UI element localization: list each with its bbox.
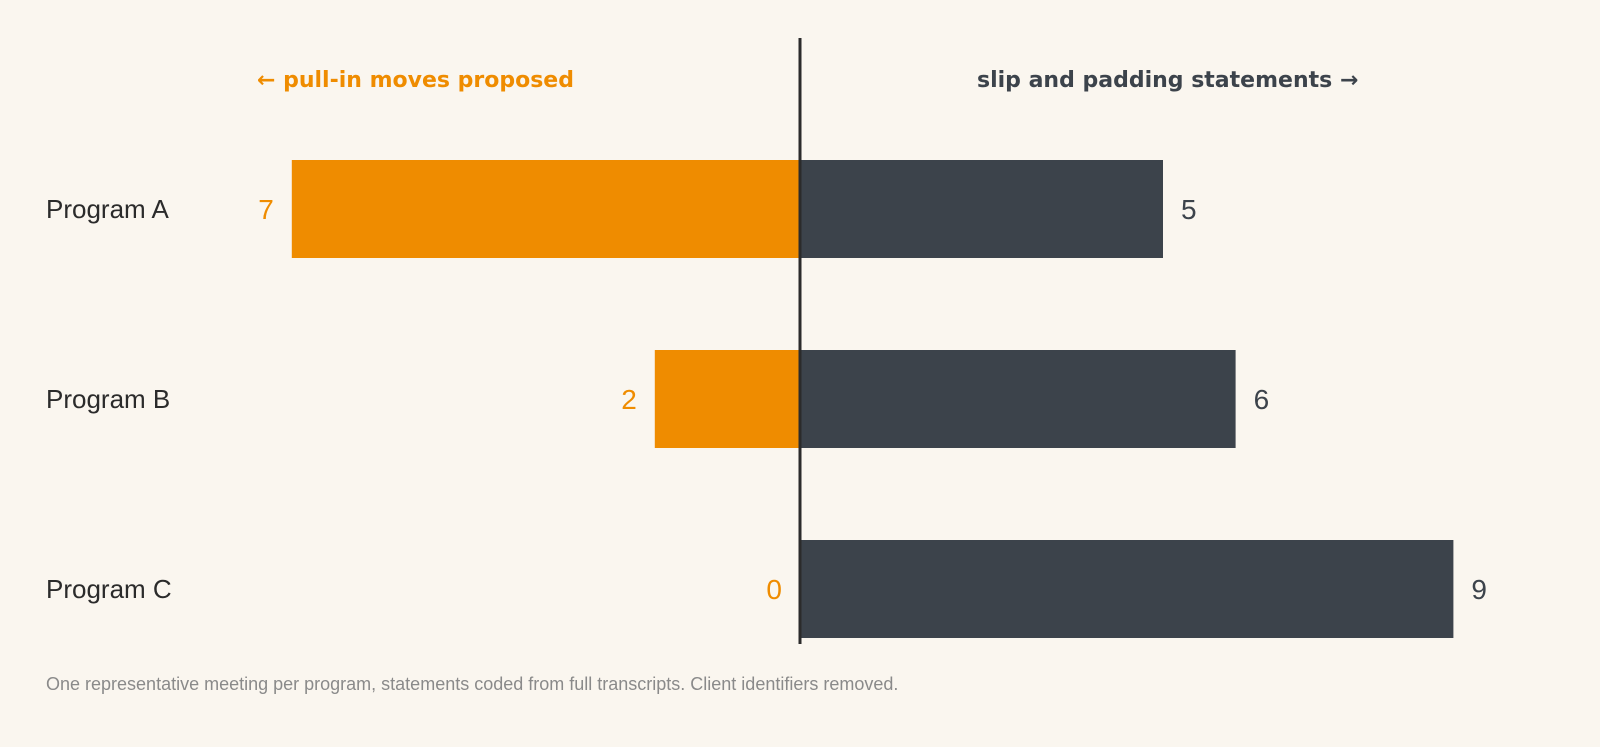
bars-layer [291,160,1454,638]
bar-right-program-a [800,160,1163,258]
category-label-program-c: Program C [46,574,172,604]
category-label-program-b: Program B [46,384,170,414]
value-label-right-program-a: 5 [1181,194,1197,225]
bar-left-program-b [654,350,800,448]
labels-layer: Program A 7 5 Program B 2 6 Program C 0 9 [46,194,1487,605]
bar-right-program-c [800,540,1454,638]
bar-left-program-a [291,160,800,258]
bar-right-program-b [800,350,1236,448]
value-label-left-program-b: 2 [621,384,637,415]
value-label-left-program-a: 7 [258,194,274,225]
value-label-right-program-c: 9 [1471,574,1487,605]
left-series-header: ← pull-in moves proposed [257,68,574,93]
value-label-left-program-c: 0 [766,574,782,605]
footnote: One representative meeting per program, … [46,674,898,694]
category-label-program-a: Program A [46,194,169,224]
right-series-header: slip and padding statements → [977,68,1358,93]
value-label-right-program-b: 6 [1254,384,1270,415]
